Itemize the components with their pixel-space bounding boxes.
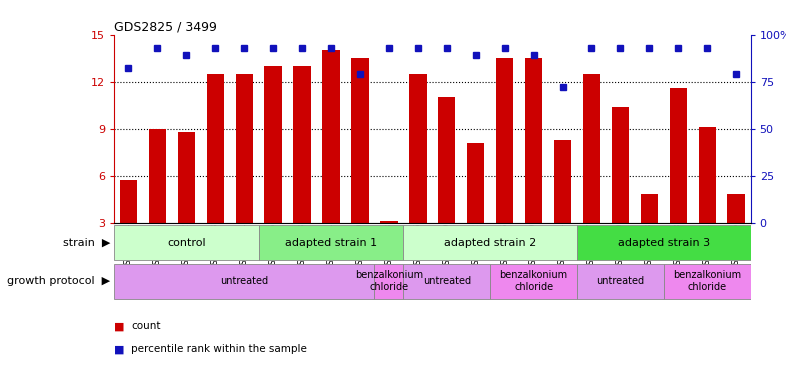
Text: benzalkonium
chloride: benzalkonium chloride — [354, 270, 423, 292]
Bar — [380, 221, 398, 223]
Text: growth protocol  ▶: growth protocol ▶ — [7, 276, 110, 286]
Bar — [410, 74, 427, 223]
Bar — [114, 225, 259, 260]
Text: strain  ▶: strain ▶ — [63, 238, 110, 248]
Text: count: count — [131, 321, 161, 331]
Bar — [293, 66, 310, 223]
Bar — [670, 88, 687, 223]
Bar — [264, 66, 282, 223]
Bar — [582, 74, 601, 223]
Bar — [728, 195, 745, 223]
Text: untreated: untreated — [423, 276, 471, 286]
Bar — [403, 264, 490, 299]
Text: ■: ■ — [114, 321, 124, 331]
Bar — [438, 97, 455, 223]
Bar — [699, 127, 716, 223]
Text: adapted strain 2: adapted strain 2 — [444, 238, 536, 248]
Bar — [374, 264, 403, 299]
Bar — [207, 74, 224, 223]
Text: adapted strain 1: adapted strain 1 — [285, 238, 377, 248]
Bar — [554, 140, 571, 223]
Text: GDS2825 / 3499: GDS2825 / 3499 — [114, 20, 217, 33]
Text: ■: ■ — [114, 344, 124, 354]
Text: benzalkonium
chloride: benzalkonium chloride — [673, 270, 741, 292]
Bar — [612, 107, 629, 223]
Bar — [178, 132, 195, 223]
Text: control: control — [167, 238, 206, 248]
Bar — [322, 50, 340, 223]
Text: untreated: untreated — [597, 276, 645, 286]
Bar — [149, 129, 166, 223]
Text: untreated: untreated — [220, 276, 268, 286]
Bar — [259, 225, 403, 260]
Bar — [467, 143, 484, 223]
Bar — [525, 58, 542, 223]
Bar — [351, 58, 369, 223]
Bar — [236, 74, 253, 223]
Bar — [641, 195, 658, 223]
Bar — [577, 225, 751, 260]
Text: benzalkonium
chloride: benzalkonium chloride — [500, 270, 567, 292]
Bar — [403, 225, 577, 260]
Bar — [114, 264, 374, 299]
Bar — [119, 180, 137, 223]
Bar — [496, 58, 513, 223]
Bar — [490, 264, 577, 299]
Bar — [664, 264, 751, 299]
Text: adapted strain 3: adapted strain 3 — [618, 238, 710, 248]
Bar — [577, 264, 664, 299]
Text: percentile rank within the sample: percentile rank within the sample — [131, 344, 307, 354]
